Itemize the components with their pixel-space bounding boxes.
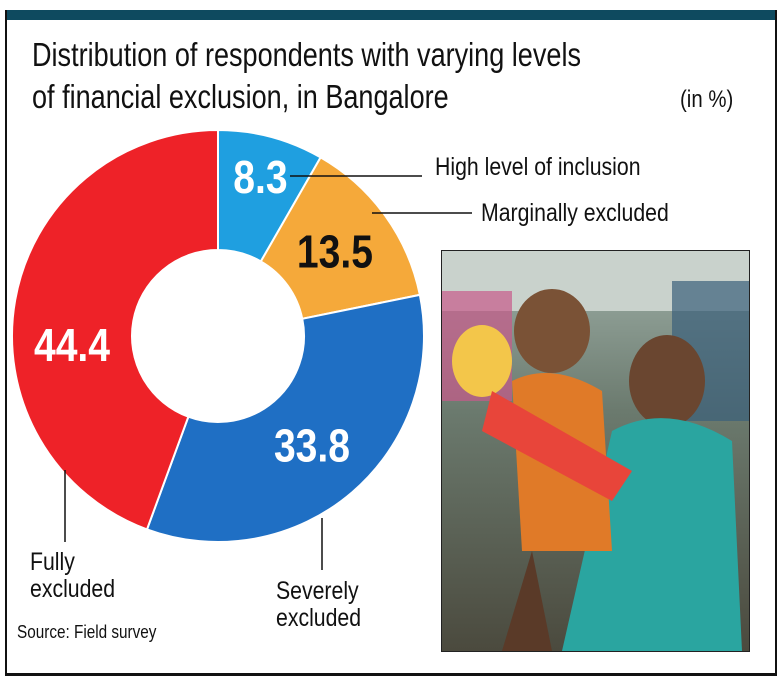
- slice-severely-excluded: [145, 293, 425, 543]
- label-marginally-excluded: Marginally excluded: [481, 199, 669, 227]
- frame: [5, 10, 777, 676]
- source-note: Source: Field survey: [17, 622, 157, 642]
- chart-title-line1: Distribution of respondents with varying…: [32, 36, 581, 73]
- value-label: 8.3: [233, 152, 287, 204]
- unit-label: (in %): [680, 86, 734, 113]
- label-line: excluded: [276, 604, 362, 632]
- chart-title-line2: of financial exclusion, in Bangalore: [32, 78, 449, 115]
- slice-marginally-excluded: [259, 156, 422, 321]
- label-line: excluded: [30, 575, 116, 603]
- value-label: 44.4: [34, 320, 110, 372]
- value-label: 33.8: [274, 420, 350, 472]
- label-severely-excluded: Severely excluded: [276, 578, 361, 632]
- photo-illustration: [442, 251, 749, 651]
- slice-fully-excluded: [11, 128, 219, 531]
- label-line: Severely: [276, 577, 359, 605]
- label-line: Fully: [30, 548, 75, 576]
- value-label: 13.5: [297, 227, 373, 279]
- label-high-inclusion: High level of inclusion: [435, 153, 641, 181]
- accent-bar: [5, 10, 777, 20]
- photo-woman-and-child: [441, 250, 750, 652]
- label-fully-excluded: Fully excluded: [30, 549, 115, 603]
